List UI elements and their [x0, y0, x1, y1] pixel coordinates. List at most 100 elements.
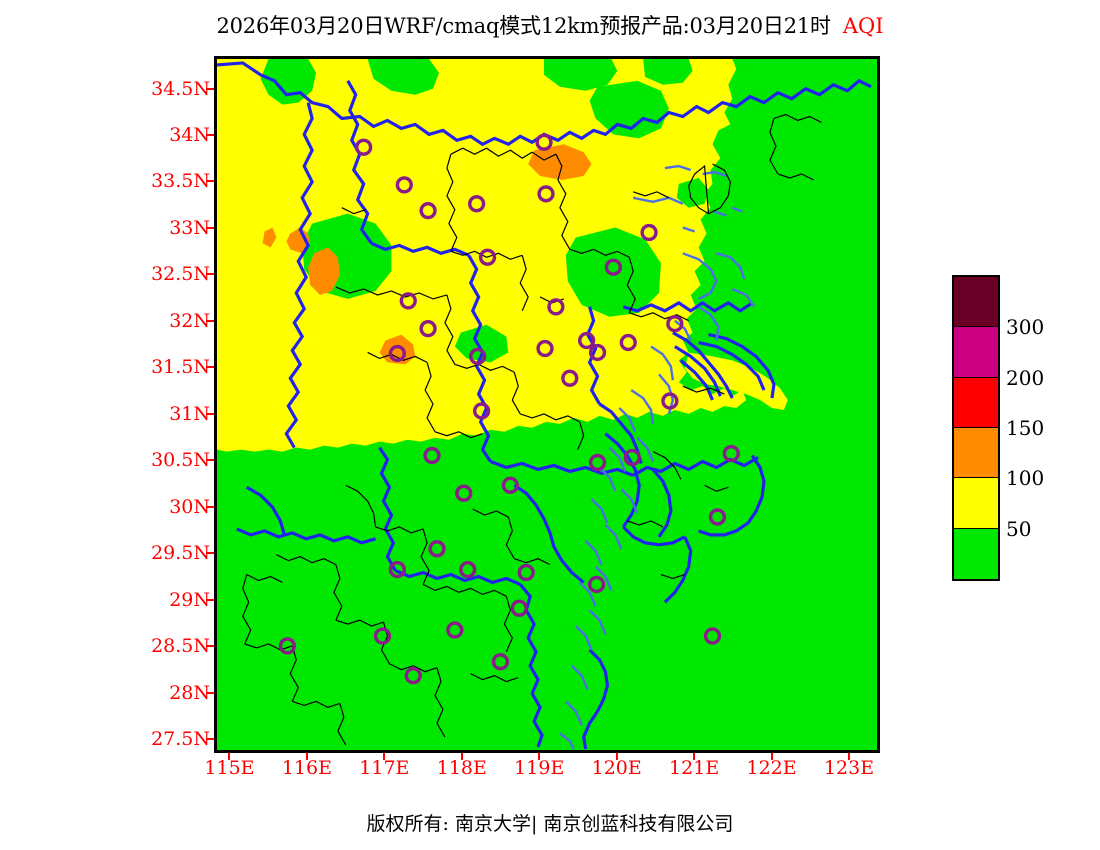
city-marker: [510, 599, 528, 617]
city-marker: [388, 560, 406, 579]
aqi-colorbar[interactable]: [952, 275, 1000, 581]
colorbar-tick-label: 100: [1006, 466, 1045, 491]
aqi-contour-map: [217, 59, 877, 750]
latitude-tick-label: 30.5N: [151, 449, 210, 472]
latitude-tick-label: 28N: [169, 681, 210, 704]
colorbar-segment: [954, 327, 998, 378]
latitude-tick-mark: [206, 645, 214, 648]
copyright-footer: 版权所有: 南京大学| 南京创蓝科技有限公司: [366, 813, 734, 835]
city-marker: [355, 138, 373, 156]
city-marker: [537, 185, 555, 203]
latitude-axis: 34.5N 34N 33.5N 33N 32.5N 32N 31.5N 31N 30.5N 30N…: [140, 0, 210, 850]
city-marker: [501, 476, 519, 494]
colorbar-tick-label: 50: [1006, 516, 1032, 541]
longitude-tick-mark: [305, 753, 308, 760]
latitude-tick-label: 33N: [169, 216, 210, 239]
latitude-tick-label: 32.5N: [151, 263, 210, 286]
longitude-tick-mark: [770, 753, 773, 760]
map-plot-area[interactable]: [214, 56, 880, 753]
latitude-tick-mark: [206, 180, 214, 183]
city-marker-group: [278, 133, 740, 685]
city-marker: [588, 343, 607, 362]
province-boundary-lines: [217, 61, 872, 750]
longitude-tick-mark: [228, 753, 231, 760]
city-marker: [535, 133, 553, 151]
city-marker: [472, 402, 491, 420]
latitude-tick-mark: [206, 273, 214, 276]
latitude-tick-mark: [206, 738, 214, 741]
longitude-tick-label: 115E: [204, 757, 255, 779]
longitude-tick-label: 123E: [823, 757, 875, 779]
city-marker: [491, 653, 510, 671]
longitude-tick-label: 120E: [591, 757, 642, 779]
city-marker: [722, 444, 740, 463]
latitude-tick-label: 29.5N: [151, 542, 210, 565]
latitude-tick-label: 30N: [169, 495, 210, 518]
latitude-tick-mark: [206, 691, 214, 694]
city-marker: [536, 339, 554, 358]
city-marker: [278, 637, 296, 655]
latitude-tick-label: 29N: [169, 588, 210, 611]
city-marker: [428, 540, 446, 558]
city-marker: [419, 202, 437, 220]
latitude-tick-mark: [206, 87, 214, 90]
latitude-tick-label: 28.5N: [151, 635, 210, 658]
longitude-tick-label: 122E: [746, 757, 797, 779]
title-main-text: 2026年03月20日WRF/cmaq模式12km预报产品:03月20日21时: [216, 14, 831, 38]
longitude-tick-mark: [615, 753, 618, 760]
latitude-tick-label: 34N: [169, 123, 210, 146]
latitude-tick-label: 27.5N: [151, 728, 210, 751]
city-marker: [419, 320, 437, 338]
colorbar-segment: [954, 277, 998, 328]
city-marker: [588, 453, 607, 472]
city-marker: [446, 621, 464, 639]
latitude-tick-label: 34.5N: [151, 77, 210, 100]
latitude-tick-label: 31.5N: [151, 356, 210, 379]
city-marker: [517, 563, 535, 582]
latitude-tick-mark: [206, 552, 214, 555]
latitude-tick-label: 32N: [169, 309, 210, 332]
longitude-tick-mark: [460, 753, 463, 760]
city-marker: [547, 298, 565, 316]
city-marker: [703, 627, 722, 645]
latitude-tick-mark: [206, 598, 214, 601]
city-marker: [619, 333, 637, 352]
city-marker: [404, 667, 422, 685]
colorbar-segment: [954, 528, 998, 579]
longitude-tick-label: 118E: [436, 757, 487, 779]
latitude-tick-mark: [206, 505, 214, 508]
city-marker: [469, 347, 487, 366]
city-marker: [604, 258, 623, 276]
city-marker: [623, 448, 641, 467]
longitude-tick-mark: [538, 753, 541, 760]
latitude-tick-mark: [206, 226, 214, 229]
colorbar-tick-label: 200: [1006, 365, 1045, 390]
latitude-tick-mark: [206, 319, 214, 322]
city-marker: [708, 508, 727, 526]
city-marker: [561, 369, 579, 387]
city-marker: [478, 248, 497, 266]
latitude-tick-label: 33.5N: [151, 170, 210, 193]
prefecture-boundary-lines: [242, 113, 822, 746]
city-marker: [468, 195, 486, 213]
city-marker: [455, 484, 473, 502]
city-marker: [661, 392, 679, 410]
city-marker: [395, 176, 413, 194]
colorbar-tick-label: 300: [1006, 315, 1045, 340]
colorbar-segment: [954, 377, 998, 428]
city-marker: [587, 575, 606, 594]
longitude-tick-mark: [693, 753, 696, 760]
city-marker: [666, 315, 684, 333]
longitude-tick-label: 116E: [281, 757, 332, 779]
city-marker: [388, 344, 406, 363]
longitude-tick-label: 119E: [514, 757, 565, 779]
latitude-tick-mark: [206, 459, 214, 462]
colorbar-tick-label: 150: [1006, 416, 1045, 440]
latitude-tick-mark: [206, 133, 214, 136]
city-marker: [640, 223, 658, 242]
city-marker: [423, 446, 441, 465]
longitude-tick-mark: [848, 753, 851, 760]
city-marker: [459, 560, 477, 579]
